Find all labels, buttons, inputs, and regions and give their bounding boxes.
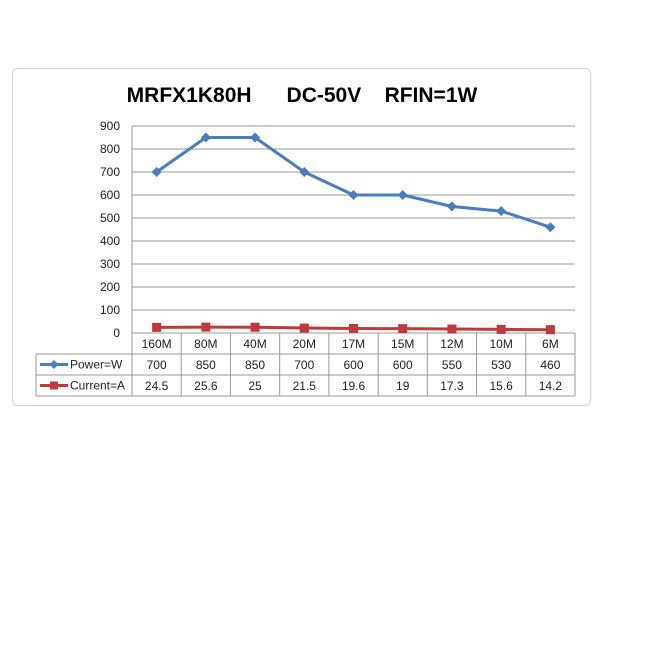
data-label: 15.6	[489, 379, 513, 393]
data-label: 25	[248, 379, 262, 393]
data-label: 700	[294, 358, 314, 372]
x-tick-label: 20M	[293, 337, 316, 351]
y-tick-label: 300	[100, 257, 120, 271]
data-point-power	[397, 190, 408, 200]
series-line-power	[155, 136, 551, 229]
x-tick-label: 6M	[542, 337, 559, 351]
data-point-power	[545, 222, 556, 233]
data-label: 460	[540, 358, 560, 372]
data-label: 600	[393, 358, 413, 372]
x-tick-label: 10M	[489, 337, 512, 351]
x-tick-label: 80M	[194, 337, 217, 351]
legend-key-marker	[50, 381, 58, 390]
data-label: 17.3	[440, 379, 464, 393]
chart-frame	[12, 68, 591, 406]
data-point-current	[201, 322, 211, 332]
data-label: 850	[196, 358, 216, 372]
data-point-current	[299, 323, 309, 333]
data-label: 19.6	[342, 379, 366, 393]
x-tick-label: 17M	[342, 337, 365, 351]
data-point-power	[348, 190, 359, 200]
data-point-current	[496, 324, 506, 334]
data-point-power	[446, 201, 457, 212]
y-tick-label: 500	[100, 211, 120, 225]
data-label: 600	[343, 358, 363, 372]
data-label: 25.6	[194, 379, 218, 393]
data-label: 850	[245, 358, 265, 372]
legend-label: Current=A	[70, 379, 125, 393]
data-label: 14.2	[539, 379, 563, 393]
y-tick-label: 200	[100, 280, 120, 294]
y-tick-label: 700	[100, 165, 120, 179]
y-tick-label: 400	[100, 234, 120, 248]
data-point-power	[200, 132, 211, 143]
y-tick-label: 800	[100, 142, 120, 156]
data-point-current	[545, 325, 555, 335]
data-label: 24.5	[145, 379, 169, 393]
legend-label: Power=W	[70, 358, 123, 372]
data-label: 21.5	[293, 379, 317, 393]
legend-key-marker	[49, 360, 59, 369]
data-label: 530	[491, 358, 511, 372]
data-point-power	[496, 206, 507, 217]
data-label: 19	[396, 379, 410, 393]
data-point-current	[398, 324, 408, 334]
y-tick-label: 0	[113, 326, 120, 340]
x-tick-label: 40M	[243, 337, 266, 351]
x-tick-label: 160M	[142, 337, 172, 351]
data-point-power	[250, 132, 261, 143]
data-point-current	[250, 322, 260, 332]
y-tick-label: 600	[100, 188, 120, 202]
x-tick-label: 15M	[391, 337, 414, 351]
data-label: 550	[442, 358, 462, 372]
data-point-power	[151, 167, 162, 177]
data-point-power	[299, 167, 310, 177]
data-point-current	[447, 324, 457, 334]
data-point-current	[152, 322, 162, 332]
x-tick-label: 12M	[440, 337, 463, 351]
chart-title: MRFX1K80H DC-50V RFIN=1W	[127, 84, 478, 107]
y-tick-label: 900	[100, 119, 120, 133]
y-tick-label: 100	[100, 303, 120, 317]
data-point-current	[349, 323, 358, 333]
data-label: 700	[147, 358, 167, 372]
